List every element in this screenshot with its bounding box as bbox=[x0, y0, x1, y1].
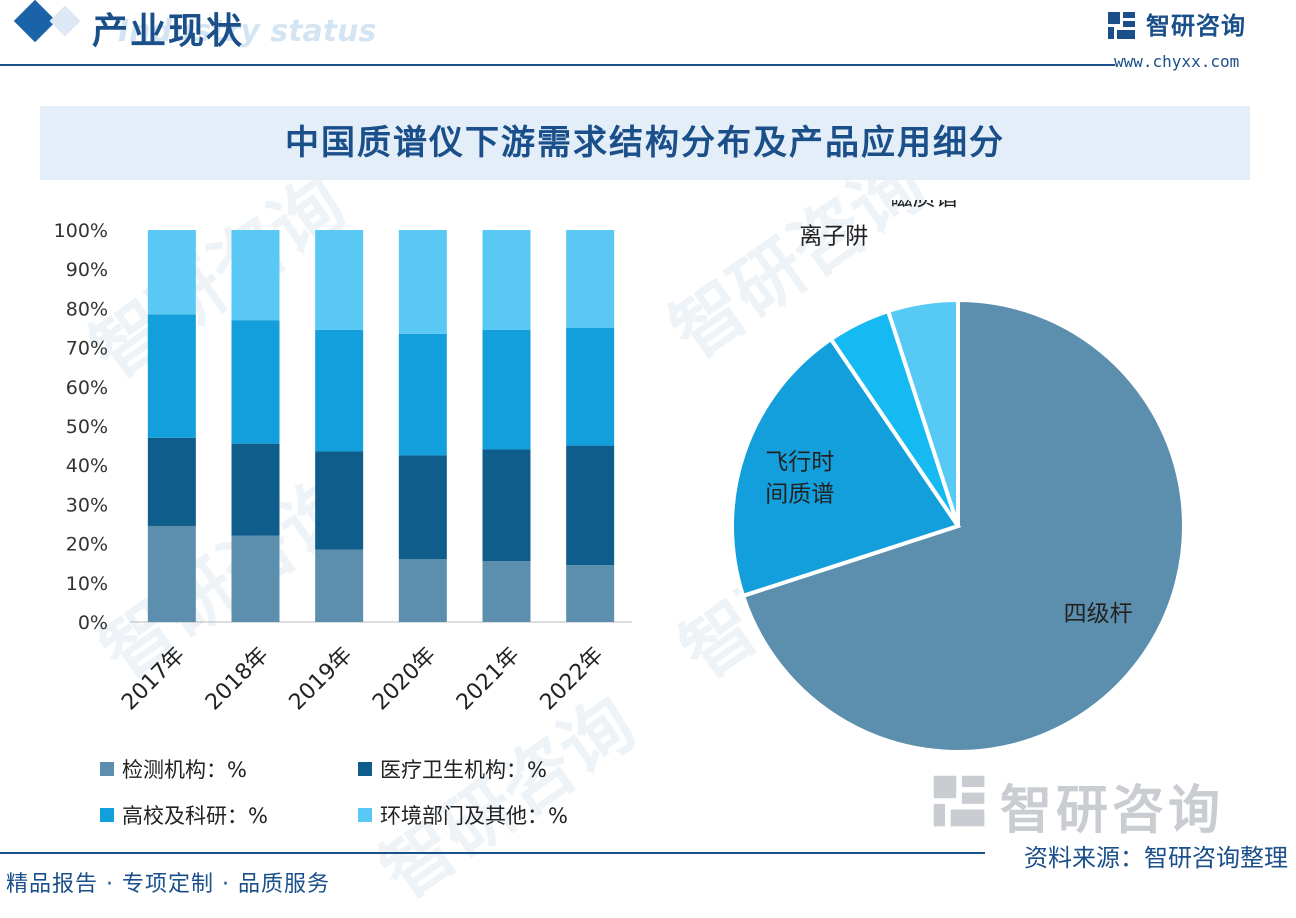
bar-segment bbox=[231, 320, 280, 444]
chart-title: 中国质谱仪下游需求结构分布及产品应用细分 bbox=[285, 123, 1005, 163]
legend-swatch bbox=[100, 808, 114, 822]
chart-title-bar: 中国质谱仪下游需求结构分布及产品应用细分 bbox=[40, 106, 1250, 180]
corner-logo-text: 智研咨询 bbox=[1000, 781, 1225, 841]
pie-slice-label: 磁质谱 bbox=[890, 200, 959, 211]
bar-segment bbox=[398, 455, 447, 560]
y-tick-label: 60% bbox=[66, 377, 108, 399]
pie-slice bbox=[885, 297, 960, 527]
stacked-bar-chart: 0%10%20%30%40%50%60%70%80%90%100%2017年 20… bbox=[54, 220, 632, 716]
y-tick-label: 20% bbox=[66, 534, 108, 556]
bar-segment bbox=[147, 525, 196, 622]
x-tick-label: 2022年 bbox=[536, 643, 609, 716]
bar-segment bbox=[147, 230, 196, 315]
bar-segment bbox=[231, 230, 280, 321]
bar-segment bbox=[147, 437, 196, 526]
legend-swatch bbox=[358, 762, 372, 776]
y-tick-label: 40% bbox=[66, 455, 108, 477]
bar-segment bbox=[147, 314, 196, 438]
corner-logo: 智研咨询 bbox=[930, 768, 1260, 841]
bar-segment bbox=[231, 535, 280, 622]
bar-segment bbox=[315, 329, 364, 452]
bar-segment bbox=[398, 559, 447, 622]
footer-source: 资料来源：智研咨询整理 bbox=[1024, 844, 1288, 872]
bar-segment bbox=[566, 230, 615, 328]
page-title: 产业现状 bbox=[92, 11, 245, 52]
brand-url: www.chyxx.com bbox=[1114, 52, 1240, 71]
y-tick-label: 70% bbox=[66, 338, 108, 360]
footer-tagline: 精品报告 · 专项定制 · 品质服务 bbox=[6, 872, 330, 897]
legend-item: 环境部门及其他：% bbox=[358, 800, 568, 830]
header-diamond-light-icon bbox=[49, 5, 81, 37]
bar-segment bbox=[482, 230, 531, 330]
header-divider bbox=[0, 64, 1115, 66]
bar-segment bbox=[315, 451, 364, 550]
footer-divider bbox=[0, 852, 985, 854]
pie-slice-label: 飞行时间质谱 bbox=[765, 450, 834, 508]
legend-item: 医疗卫生机构：% bbox=[358, 754, 547, 784]
legend-item: 检测机构：% bbox=[100, 754, 247, 784]
brand-logo-icon bbox=[1108, 12, 1135, 39]
y-tick-label: 10% bbox=[66, 573, 108, 595]
legend-swatch bbox=[358, 808, 372, 822]
y-tick-label: 30% bbox=[66, 494, 108, 516]
legend-swatch bbox=[100, 762, 114, 776]
corner-logo-icon bbox=[933, 775, 985, 827]
bar-segment bbox=[566, 565, 615, 622]
bar-segment bbox=[315, 549, 364, 622]
bar-segment bbox=[566, 328, 615, 446]
legend-label: 环境部门及其他：% bbox=[380, 804, 568, 828]
bar-segment bbox=[482, 561, 531, 622]
y-tick-label: 100% bbox=[54, 220, 108, 242]
brand-name: 智研咨询 bbox=[1146, 12, 1246, 40]
x-tick-label: 2017年 bbox=[117, 643, 190, 716]
bar-segment bbox=[398, 230, 447, 334]
bar-segment bbox=[482, 449, 531, 562]
legend-label: 高校及科研：% bbox=[122, 804, 268, 828]
bar-segment bbox=[566, 445, 615, 566]
bar-legend: 检测机构：% 医疗卫生机构：% 高校及科研：% 环境部门及其他：% bbox=[100, 750, 660, 840]
legend-label: 检测机构：% bbox=[122, 758, 247, 782]
x-tick-label: 2019年 bbox=[285, 643, 358, 716]
legend-label: 医疗卫生机构：% bbox=[380, 758, 547, 782]
pie-slice bbox=[730, 336, 962, 599]
pie-slice bbox=[740, 297, 1186, 754]
bar-segment bbox=[482, 329, 531, 450]
x-tick-label: 2020年 bbox=[368, 643, 441, 716]
bar-segment bbox=[231, 443, 280, 536]
header: Industry status 产业现状 智研咨询 www.chyxx.com bbox=[0, 0, 1296, 71]
y-tick-label: 90% bbox=[66, 259, 108, 281]
x-tick-label: 2018年 bbox=[201, 643, 274, 716]
y-tick-label: 80% bbox=[66, 298, 108, 320]
pie-chart: 四级杆 飞行时间质谱 离子阱 磁质谱 bbox=[730, 200, 1186, 754]
y-tick-label: 0% bbox=[78, 612, 108, 634]
bar-segment bbox=[315, 230, 364, 330]
y-tick-label: 50% bbox=[66, 416, 108, 438]
legend-item: 高校及科研：% bbox=[100, 800, 268, 830]
brand: 智研咨询 www.chyxx.com bbox=[1106, 4, 1276, 74]
pie-slice-label: 四级杆 bbox=[1064, 601, 1133, 627]
bar-segment bbox=[398, 333, 447, 456]
x-tick-label: 2021年 bbox=[452, 643, 525, 716]
pie-slice-label: 离子阱 bbox=[799, 224, 868, 250]
